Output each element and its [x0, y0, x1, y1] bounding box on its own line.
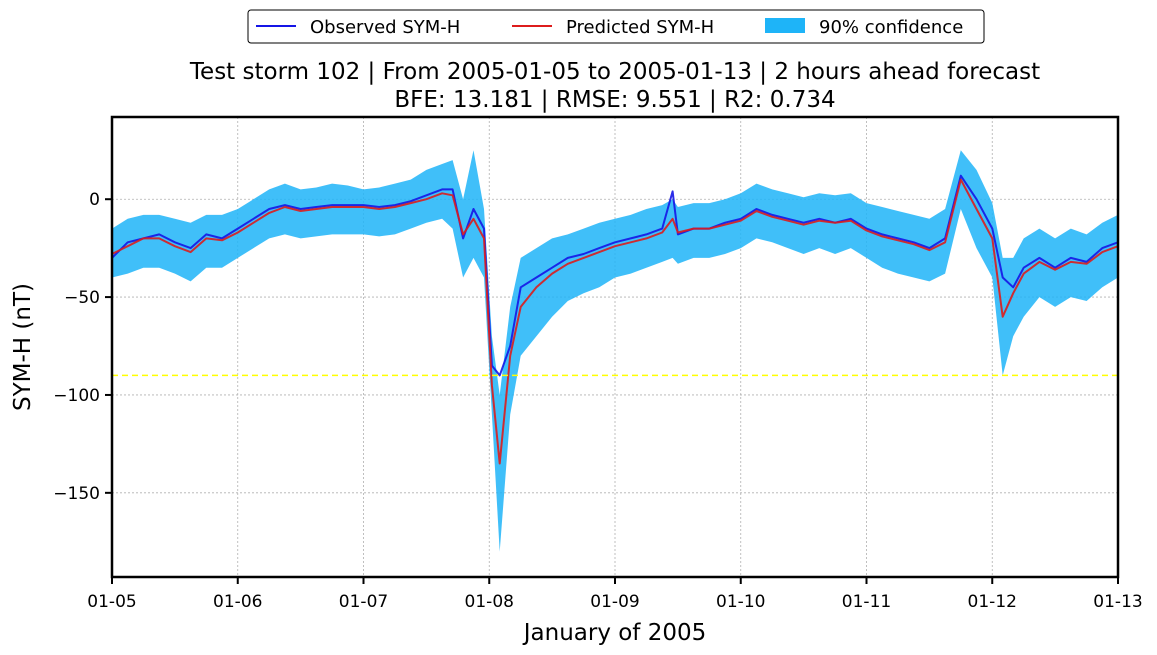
confidence-band-area [112, 150, 1118, 552]
y-axis-label: SYM-H (nT) [10, 283, 36, 411]
legend-confidence-label: 90% confidence [819, 17, 963, 38]
y-tick-label: −50 [64, 288, 100, 308]
y-tick-label: 0 [89, 190, 100, 210]
y-tick-label: −100 [53, 386, 100, 406]
legend-confidence-swatch [765, 18, 805, 33]
x-tick-label: 01-07 [339, 592, 388, 612]
x-tick-label: 01-06 [213, 592, 262, 612]
x-tick-label: 01-08 [465, 592, 514, 612]
x-tick-label: 01-12 [968, 592, 1017, 612]
x-axis-ticks: 01-05 01-06 01-07 01-08 01-09 01-10 01-11 01-12… [87, 577, 1143, 612]
x-tick-label: 01-09 [590, 592, 639, 612]
x-axis-label: January of 2005 [522, 620, 707, 646]
x-tick-label: 01-10 [716, 592, 765, 612]
series-lines [111, 174, 1119, 465]
y-axis-ticks: 0 −50 −100 −150 [53, 190, 112, 504]
confidence-band [112, 150, 1118, 552]
legend: Observed SYM-H Predicted SYM-H 90% confi… [247, 9, 985, 44]
x-tick-label: 01-05 [87, 592, 136, 612]
y-tick-label: −150 [53, 484, 100, 504]
chart-title: Test storm 102 | From 2005-01-05 to 2005… [189, 59, 1040, 85]
chart-subtitle: BFE: 13.181 | RMSE: 9.551 | R2: 0.734 [394, 87, 835, 113]
legend-predicted-label: Predicted SYM-H [566, 17, 714, 38]
legend-observed-label: Observed SYM-H [310, 17, 460, 38]
x-tick-label: 01-11 [842, 592, 891, 612]
predicted-series-line [111, 178, 1119, 465]
x-tick-label: 01-13 [1093, 592, 1142, 612]
